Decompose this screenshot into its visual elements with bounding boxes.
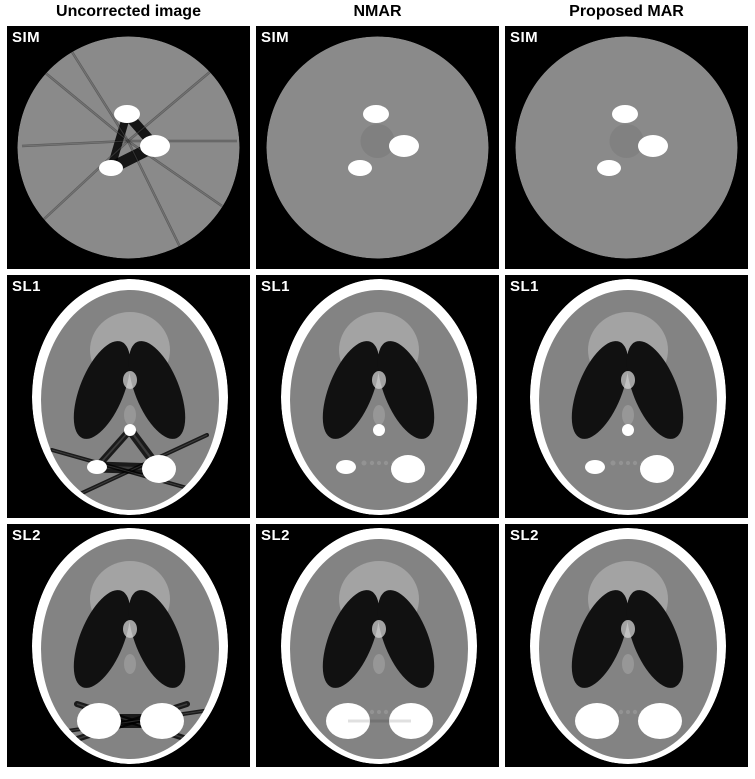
panel-sl1-0: SL1 (7, 275, 250, 518)
panel-sim-1: SIM (256, 26, 499, 269)
panel-sl2-0: SL2 (7, 524, 250, 767)
panel-sl2-1: SL2 (256, 524, 499, 767)
panel-grid: SIMSIMSIMSL1SL1SL1SL2SL2SL2 (7, 26, 748, 767)
figure-root: Uncorrected image NMAR Proposed MAR SIMS… (0, 0, 755, 779)
panel-sl1-1: SL1 (256, 275, 499, 518)
panel-sl1-2: SL1 (505, 275, 748, 518)
col-header-nmar: NMAR (256, 0, 499, 24)
panel-sl2-2: SL2 (505, 524, 748, 767)
panel-sim-0: SIM (7, 26, 250, 269)
col-header-uncorrected: Uncorrected image (7, 0, 250, 24)
panel-sim-2: SIM (505, 26, 748, 269)
col-header-proposed: Proposed MAR (505, 0, 748, 24)
